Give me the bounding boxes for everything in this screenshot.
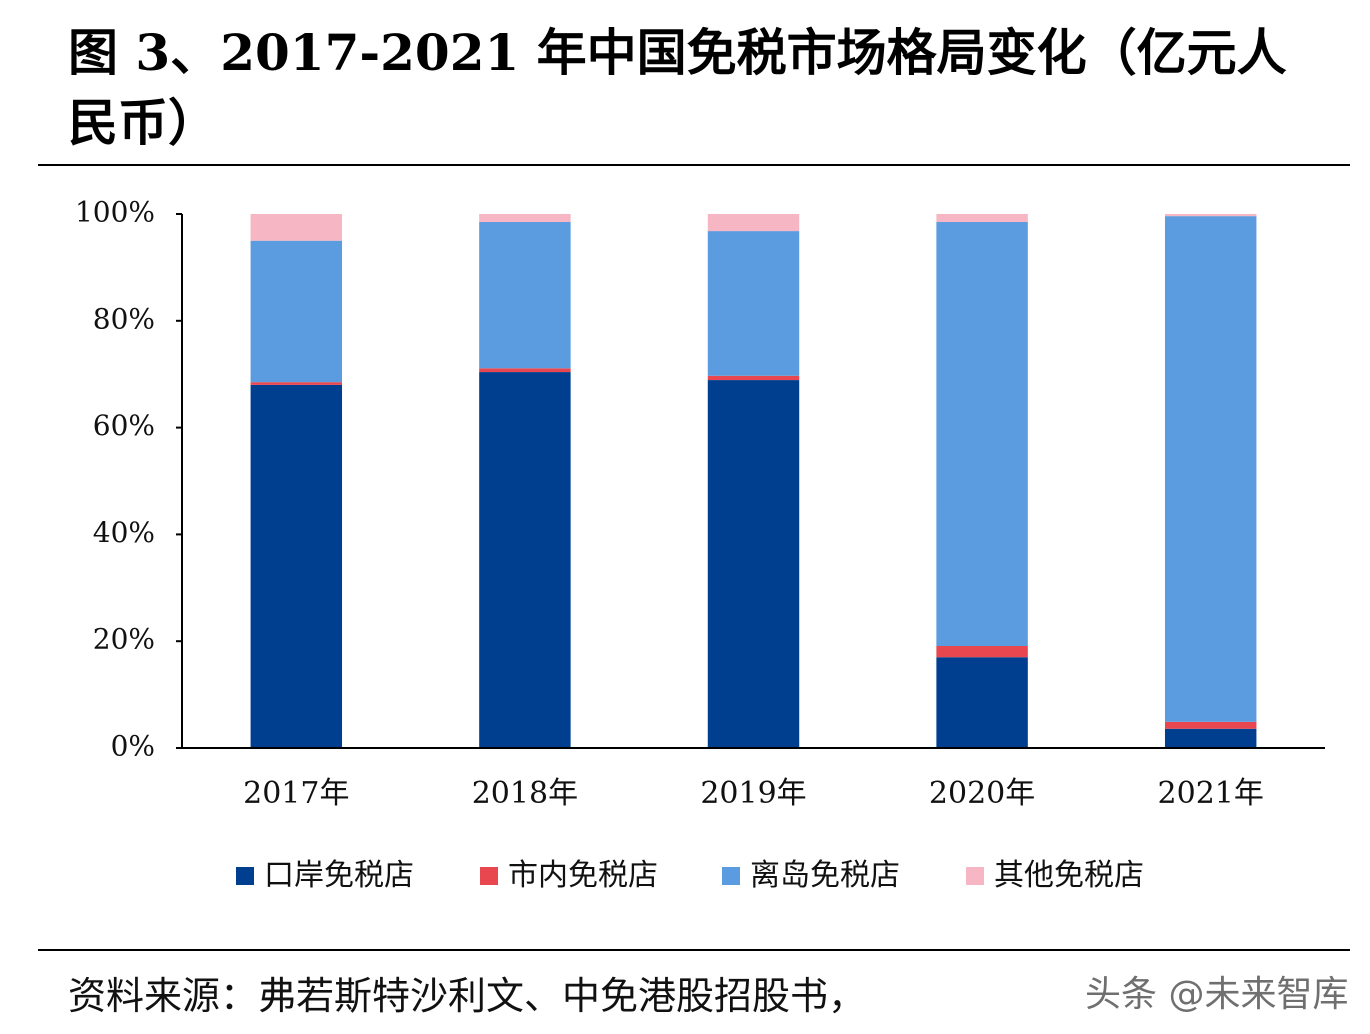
- bar-segment: [250, 384, 343, 748]
- bar-segment: [479, 368, 571, 373]
- y-tick-label: 80%: [93, 302, 155, 335]
- bar-segment: [707, 214, 800, 232]
- legend-label: 口岸免税店: [264, 858, 414, 893]
- y-tick-label: 100%: [75, 196, 155, 229]
- legend-swatch: [966, 867, 984, 885]
- x-tick-label: 2018年: [472, 776, 578, 811]
- legend-swatch: [722, 867, 740, 885]
- chart-title: 图 3、2017-2021 年中国免税市场格局变化（亿元人民币）: [68, 23, 1287, 152]
- bar-segment: [1164, 214, 1257, 217]
- x-tick-label: 2021年: [1158, 776, 1264, 811]
- legend-label: 市内免税店: [508, 858, 658, 893]
- bar-segment: [707, 375, 800, 381]
- bar-segment: [936, 657, 1028, 748]
- bar-segment: [250, 240, 343, 383]
- bar-segment: [479, 222, 571, 369]
- source: 资料来源：弗若斯特沙利文、中免港股招股书，: [68, 974, 867, 1018]
- bar-segment: [1164, 216, 1257, 722]
- watermark: 头条 @未来智库: [1085, 974, 1349, 1015]
- bar-segment: [250, 214, 343, 241]
- y-tick-label: 20%: [93, 623, 155, 656]
- bar-segment: [479, 214, 571, 223]
- bar-segment: [479, 372, 571, 748]
- bar-segment: [250, 382, 343, 385]
- y-tick-label: 60%: [93, 409, 155, 442]
- legend-swatch: [236, 867, 254, 885]
- x-tick-label: 2019年: [700, 776, 806, 811]
- x-tick-label: 2020年: [929, 776, 1035, 811]
- bar-segment: [936, 646, 1028, 658]
- bar-segment: [936, 214, 1028, 223]
- legend-label: 离岛免税店: [750, 858, 900, 893]
- bar-segment: [936, 222, 1028, 647]
- legend-swatch: [480, 867, 498, 885]
- bar-segment: [707, 231, 800, 376]
- bar-segment: [1164, 728, 1257, 748]
- bar-segment: [1164, 721, 1257, 729]
- x-tick-label: 2017年: [243, 776, 349, 811]
- y-tick-label: 40%: [93, 516, 155, 549]
- legend-label: 其他免税店: [994, 858, 1144, 893]
- bar-segment: [707, 380, 800, 748]
- y-tick-label: 0%: [111, 730, 155, 763]
